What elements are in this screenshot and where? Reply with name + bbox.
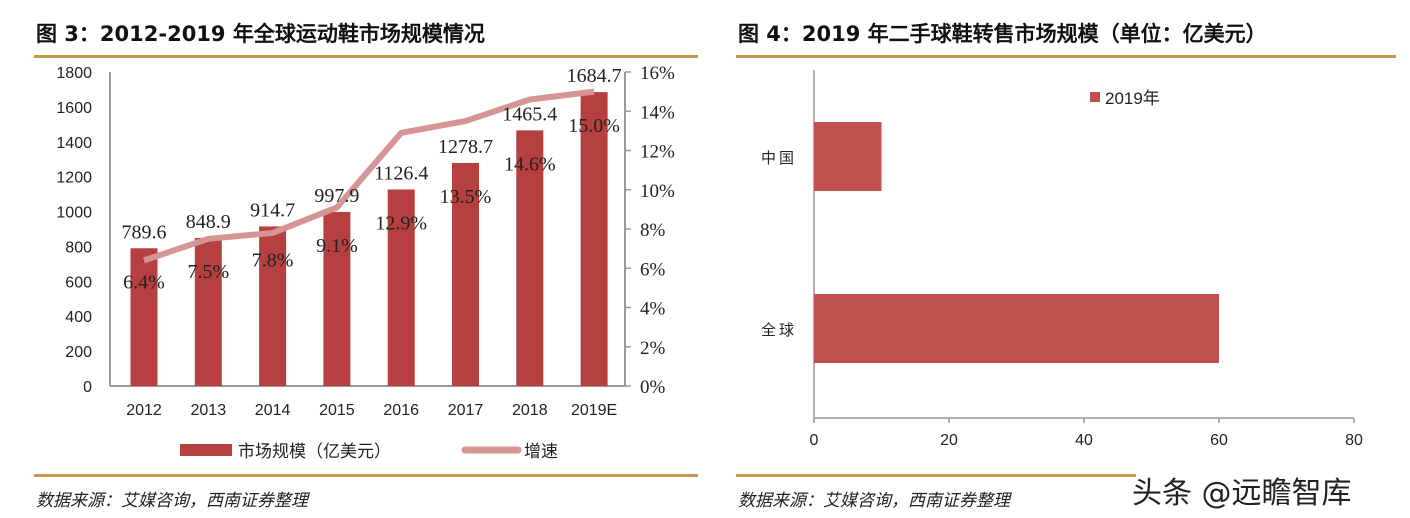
growth-value-label: 12.9% [375,213,427,235]
growth-line [143,88,595,264]
growth-value-label: 7.8% [252,249,294,271]
left-title-rule [34,55,698,58]
left-y-tick-label: 1000 [56,205,92,222]
x-tick-label: 2015 [319,402,355,419]
value-tick-label: 20 [940,432,958,449]
value-tick-label: 0 [810,432,819,449]
bar-value-label: 914.7 [250,199,295,221]
left-y-tick-label: 1800 [56,65,92,82]
growth-value-label: 7.5% [187,261,229,283]
category-label: 全球 [761,321,797,339]
bar-2013 [194,237,222,386]
legend-bar-label: 市场规模（亿美元） [238,442,391,462]
legend-bar-swatch [180,444,232,456]
right-source: 数据来源：艾媒咨询，西南证券整理 [738,491,1010,511]
right-y-tick-label: 10% [640,181,675,202]
bar-value-label: 848.9 [186,211,231,233]
right-chart-title: 图 4：2019 年二手球鞋转售市场规模（单位：亿美元） [738,22,1267,46]
bar-2018 [516,130,544,386]
x-tick-label: 2012 [126,402,162,419]
right-y-tick-label: 12% [640,142,675,163]
left-y-tick-label: 600 [65,274,92,291]
growth-value-label: 9.1% [316,235,358,257]
right-y-tick-label: 8% [640,220,666,241]
bar-2015 [323,211,351,386]
value-tick-label: 40 [1075,432,1093,449]
right-footer-rule [736,474,1136,477]
right-y-tick-label: 2% [640,338,666,359]
growth-value-label: 13.5% [440,186,492,208]
bar-2014 [259,226,287,386]
left-chart-title: 图 3：2012-2019 年全球运动鞋市场规模情况 [36,22,485,46]
bar-value-label: 1465.4 [502,103,557,125]
left-y-tick-label: 1200 [56,170,92,187]
value-tick-label: 80 [1345,432,1363,449]
left-y-tick-label: 800 [65,239,92,256]
right-y-tick-label: 0% [640,377,666,398]
left-y-tick-label: 200 [65,344,92,361]
right-title-rule [736,55,1396,58]
bar-2016 [387,189,415,386]
legend-label: 2019年 [1105,89,1160,108]
left-y-tick-label: 1600 [56,100,92,117]
category-label: 中国 [761,149,797,167]
right-y-tick-label: 16% [640,63,675,84]
right-y-tick-label: 6% [640,259,666,280]
left-y-tick-label: 400 [65,309,92,326]
x-tick-label: 2013 [191,402,227,419]
bar-中国 [814,122,882,191]
legend-swatch [1090,92,1100,102]
growth-value-label: 15.0% [568,115,620,137]
growth-value-label: 6.4% [123,271,165,293]
watermark: 头条 @远瞻智库 [1132,476,1352,511]
x-tick-label: 2018 [512,402,548,419]
x-tick-label: 2014 [255,402,291,419]
bar-value-label: 997.9 [314,185,359,207]
bar-value-label: 1278.7 [438,136,493,158]
x-tick-label: 2016 [383,402,419,419]
x-tick-label: 2017 [448,402,484,419]
growth-value-label: 14.6% [504,153,556,175]
legend-line-label: 增速 [524,442,558,462]
left-footer-rule [34,474,698,477]
bar-2019E [580,92,608,387]
bar-value-label: 1126.4 [374,163,428,185]
bar-value-label: 1684.7 [567,65,622,87]
left-source: 数据来源：艾媒咨询，西南证券整理 [36,491,308,511]
value-tick-label: 60 [1210,432,1228,449]
bar-2017 [452,162,479,386]
right-y-tick-label: 4% [640,299,666,320]
left-y-tick-label: 1400 [56,135,92,152]
bar-value-label: 789.6 [122,221,167,243]
bar-全球 [814,294,1219,363]
right-y-tick-label: 14% [640,102,675,123]
x-tick-label: 2019E [571,402,617,419]
bar-2012 [130,248,158,386]
left-y-tick-label: 0 [83,379,92,396]
